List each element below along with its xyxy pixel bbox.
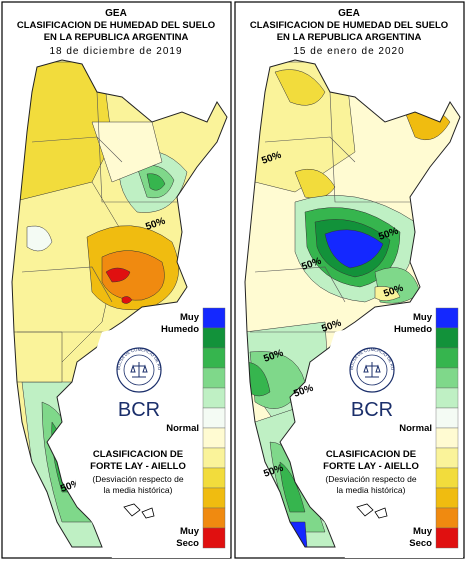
legend-swatch bbox=[435, 347, 459, 369]
method-label: FORTE LAY - AIELLO bbox=[323, 461, 419, 472]
logo-ring bbox=[349, 347, 395, 393]
moisture-area bbox=[105, 267, 131, 283]
moisture-area bbox=[374, 286, 401, 301]
legend-area bbox=[305, 302, 463, 558]
moisture-area bbox=[91, 121, 163, 183]
legend-swatch bbox=[435, 427, 459, 449]
islands bbox=[123, 503, 155, 519]
moisture-area bbox=[279, 461, 306, 513]
province-borders bbox=[17, 91, 177, 333]
method-label: CLASIFICACION DE bbox=[93, 449, 183, 460]
method-label: FORTE LAY - AIELLO bbox=[90, 461, 186, 472]
legend-swatch bbox=[435, 367, 459, 389]
legend-label: Muy bbox=[180, 312, 200, 323]
legend-swatch bbox=[202, 307, 226, 329]
moisture-area bbox=[121, 296, 133, 304]
legend-swatch bbox=[202, 467, 226, 489]
moisture-area bbox=[274, 69, 326, 106]
legend-label: Muy bbox=[413, 312, 433, 323]
title-line: EN LA REPUBLICA ARGENTINA bbox=[277, 32, 422, 43]
legend-swatch bbox=[202, 447, 226, 469]
legend-swatch bbox=[435, 387, 459, 409]
logo-ring bbox=[116, 347, 162, 393]
logo-icon bbox=[130, 362, 148, 378]
legend-swatch bbox=[202, 387, 226, 409]
legend-swatch bbox=[202, 327, 226, 349]
moisture-area bbox=[26, 225, 53, 252]
logo-name: BCR bbox=[118, 399, 160, 421]
legend-swatch bbox=[202, 507, 226, 529]
legend-swatch bbox=[435, 327, 459, 349]
method-label: CLASIFICACION DE bbox=[326, 449, 416, 460]
province-borders bbox=[250, 91, 410, 333]
legend-swatch bbox=[202, 367, 226, 389]
method-note: (Desviación respecto de bbox=[325, 474, 416, 484]
method-note: la media histórica) bbox=[337, 485, 406, 495]
legend-label: Muy bbox=[413, 526, 433, 537]
date-label: 18 de diciembre de 2019 bbox=[49, 46, 182, 57]
legend-swatch bbox=[435, 507, 459, 529]
title-line: CLASIFICACION DE HUMEDAD DEL SUELO bbox=[17, 20, 215, 31]
method-note: la media histórica) bbox=[104, 485, 173, 495]
title-line: CLASIFICACION DE HUMEDAD DEL SUELO bbox=[250, 20, 448, 31]
moisture-area bbox=[13, 331, 63, 383]
logo-ring bbox=[123, 354, 155, 386]
legend-swatch bbox=[435, 467, 459, 489]
legend-label: Normal bbox=[166, 423, 199, 434]
legend-label: Normal bbox=[399, 423, 432, 434]
legend-swatch bbox=[435, 487, 459, 509]
moisture-area bbox=[146, 173, 166, 191]
legend-label: Seco bbox=[409, 538, 432, 549]
logo-name: BCR bbox=[351, 399, 393, 421]
legend-swatch bbox=[435, 407, 459, 429]
legend-swatch bbox=[202, 527, 226, 549]
islands bbox=[356, 503, 388, 519]
legend-label: Seco bbox=[176, 538, 199, 549]
title-line: EN LA REPUBLICA ARGENTINA bbox=[44, 32, 189, 43]
method-note: (Desviación respecto de bbox=[92, 474, 183, 484]
org-label: GEA bbox=[105, 8, 127, 19]
legend-swatch bbox=[435, 527, 459, 549]
legend-label: Muy bbox=[180, 526, 200, 537]
legend-swatch bbox=[202, 407, 226, 429]
date-label: 15 de enero de 2020 bbox=[293, 46, 404, 57]
logo-ring bbox=[356, 354, 388, 386]
logo-icon bbox=[363, 362, 381, 378]
moisture-area bbox=[324, 229, 384, 269]
legend-label: Humedo bbox=[161, 324, 199, 335]
legend-swatch bbox=[435, 447, 459, 469]
moisture-area bbox=[101, 250, 165, 301]
legend-swatch bbox=[435, 307, 459, 329]
legend-label: Humedo bbox=[394, 324, 432, 335]
legend-swatch bbox=[202, 427, 226, 449]
legend-swatch bbox=[202, 347, 226, 369]
legend-swatch bbox=[202, 487, 226, 509]
org-label: GEA bbox=[338, 8, 360, 19]
legend-area bbox=[72, 302, 230, 558]
